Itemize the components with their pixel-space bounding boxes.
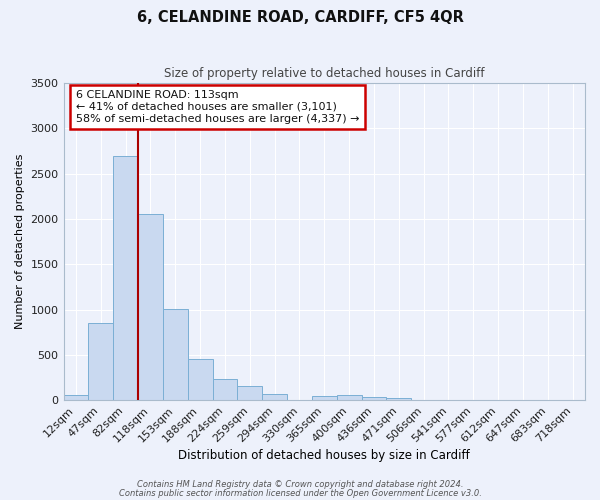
Text: Contains public sector information licensed under the Open Government Licence v3: Contains public sector information licen…: [119, 488, 481, 498]
Text: 6 CELANDINE ROAD: 113sqm
← 41% of detached houses are smaller (3,101)
58% of sem: 6 CELANDINE ROAD: 113sqm ← 41% of detach…: [76, 90, 359, 124]
Bar: [337, 395, 362, 400]
Bar: [163, 308, 188, 400]
Bar: [138, 214, 163, 400]
Text: 6, CELANDINE ROAD, CARDIFF, CF5 4QR: 6, CELANDINE ROAD, CARDIFF, CF5 4QR: [137, 10, 463, 25]
Bar: [64, 395, 88, 400]
Bar: [113, 156, 138, 400]
Title: Size of property relative to detached houses in Cardiff: Size of property relative to detached ho…: [164, 68, 485, 80]
Bar: [312, 396, 337, 400]
Bar: [238, 386, 262, 400]
Bar: [212, 379, 238, 400]
Bar: [362, 397, 386, 400]
Bar: [262, 394, 287, 400]
Y-axis label: Number of detached properties: Number of detached properties: [15, 154, 25, 330]
Bar: [188, 360, 212, 400]
Text: Contains HM Land Registry data © Crown copyright and database right 2024.: Contains HM Land Registry data © Crown c…: [137, 480, 463, 489]
X-axis label: Distribution of detached houses by size in Cardiff: Distribution of detached houses by size …: [178, 450, 470, 462]
Bar: [386, 398, 411, 400]
Bar: [88, 323, 113, 400]
